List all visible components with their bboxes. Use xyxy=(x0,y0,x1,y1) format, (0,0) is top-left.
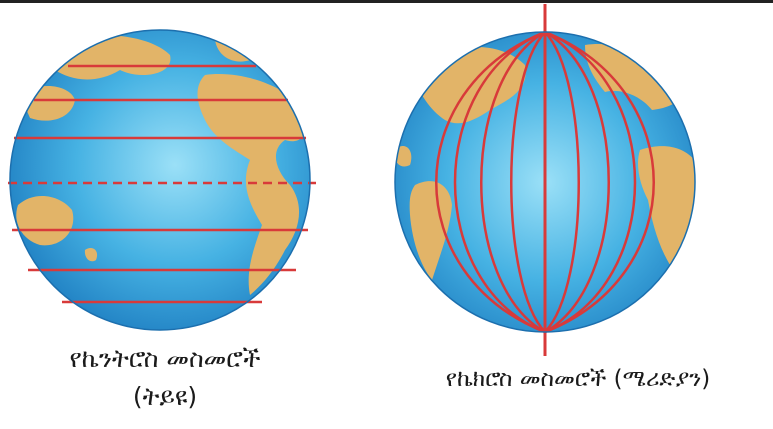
globe-latitudes xyxy=(8,29,316,331)
caption-longitudes: የኬክሮስ መስመሮች (ሜሪድያን) xyxy=(445,366,711,392)
continents xyxy=(16,35,308,295)
latitude-lines xyxy=(8,64,316,304)
caption-latitudes: የኬንትሮስ መስመሮች xyxy=(69,344,261,373)
meridian-lines xyxy=(435,30,655,334)
globe-longitudes xyxy=(394,4,696,356)
top-border xyxy=(0,0,773,3)
caption-latitudes-sub: (ትይዩ) xyxy=(132,382,198,411)
